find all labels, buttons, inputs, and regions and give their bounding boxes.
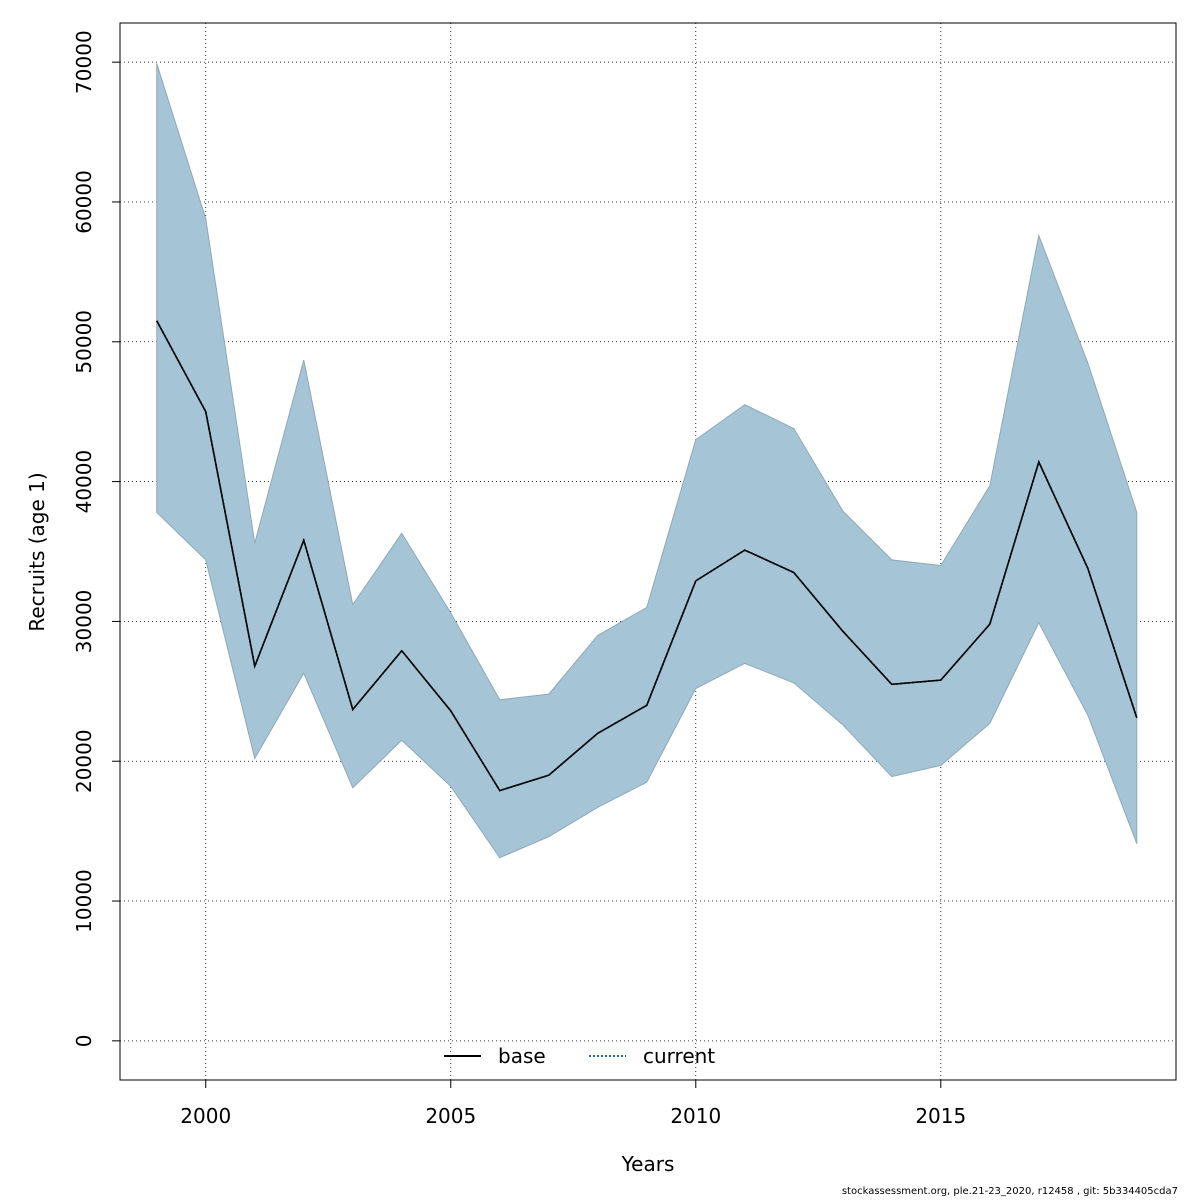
- y-axis: 0 10000 20000 30000 40000 50000 60000 70000: [72, 30, 120, 1047]
- y-tick-label: 10000: [72, 869, 96, 933]
- series-lines-layer: [156, 320, 1138, 792]
- legend-label-base: base: [498, 1044, 546, 1068]
- y-tick-label: 60000: [72, 170, 96, 234]
- plot-frame: [119, 22, 1177, 1081]
- grid: [120, 23, 1176, 1080]
- y-tick-label: 20000: [72, 729, 96, 793]
- y-tick-label: 40000: [72, 450, 96, 514]
- x-tick-label: 2015: [915, 1104, 966, 1128]
- x-tick-label: 2010: [670, 1104, 721, 1128]
- footer-note: stockassessment.org, ple.21-23_2020, r12…: [841, 1186, 1178, 1197]
- x-axis-label: Years: [621, 1152, 675, 1176]
- x-axis: 2000 2005 2010 2015: [180, 1080, 966, 1128]
- confidence-band-layer: [156, 63, 1138, 859]
- y-axis-label: Recruits (age 1): [25, 472, 49, 631]
- legend-label-current: current: [643, 1044, 715, 1068]
- y-tick-label: 70000: [72, 30, 96, 94]
- series-line-current-overlay: [156, 320, 1138, 792]
- x-tick-label: 2000: [180, 1104, 231, 1128]
- y-tick-label: 50000: [72, 310, 96, 374]
- x-tick-label: 2005: [425, 1104, 476, 1128]
- y-tick-label: 0: [72, 1034, 96, 1047]
- legend: base current: [444, 1044, 715, 1068]
- y-tick-label: 30000: [72, 590, 96, 654]
- confidence-band: [156, 63, 1138, 859]
